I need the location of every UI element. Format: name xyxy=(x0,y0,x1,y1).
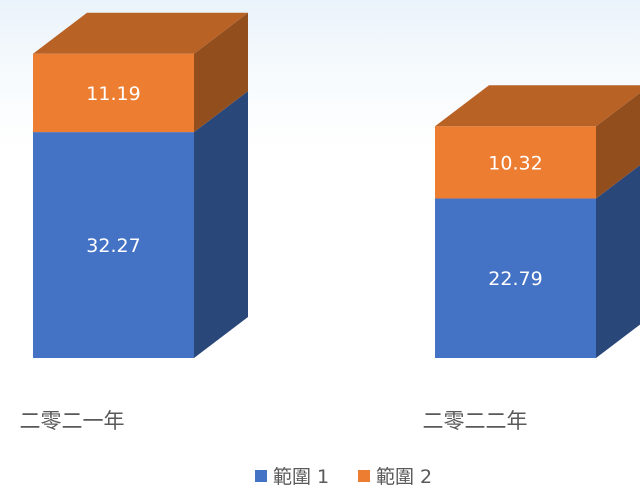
bar-front-face xyxy=(435,198,596,358)
bar-2-top-face xyxy=(435,85,640,127)
bar-1-top-face xyxy=(33,12,248,54)
legend-swatch xyxy=(255,470,267,482)
bar-front-face xyxy=(435,126,596,199)
legend-label: 範圍 2 xyxy=(376,466,432,488)
bar-2-series-2 xyxy=(435,92,640,199)
bar-side-face xyxy=(596,165,640,358)
data-label: 22.79 xyxy=(488,268,542,290)
bar-side-face xyxy=(194,91,248,359)
legend-item-1: 範圍 1 xyxy=(255,466,329,488)
bar-front-face xyxy=(33,53,194,133)
legend: 範圍 1 範圍 2 xyxy=(255,466,432,488)
bar-side-face xyxy=(194,12,248,133)
category-label: 二零二二年 xyxy=(423,409,528,433)
bar-1-series-2 xyxy=(33,12,248,133)
bar-front-face xyxy=(33,132,194,358)
legend-swatch xyxy=(358,470,370,482)
bars-layer: 32.27 11.19 22.79 10.32 xyxy=(33,12,640,359)
data-label: 32.27 xyxy=(86,235,140,257)
data-label: 11.19 xyxy=(86,83,140,105)
category-labels: 二零二一年 二零二二年 xyxy=(20,409,528,433)
bar-2-series-1 xyxy=(435,165,640,358)
legend-label: 範圍 1 xyxy=(273,466,329,488)
legend-item-2: 範圍 2 xyxy=(358,466,432,488)
bar-side-face xyxy=(596,92,640,199)
category-label: 二零二一年 xyxy=(20,409,125,433)
bar-1-series-1 xyxy=(33,91,248,359)
data-label: 10.32 xyxy=(488,152,542,174)
